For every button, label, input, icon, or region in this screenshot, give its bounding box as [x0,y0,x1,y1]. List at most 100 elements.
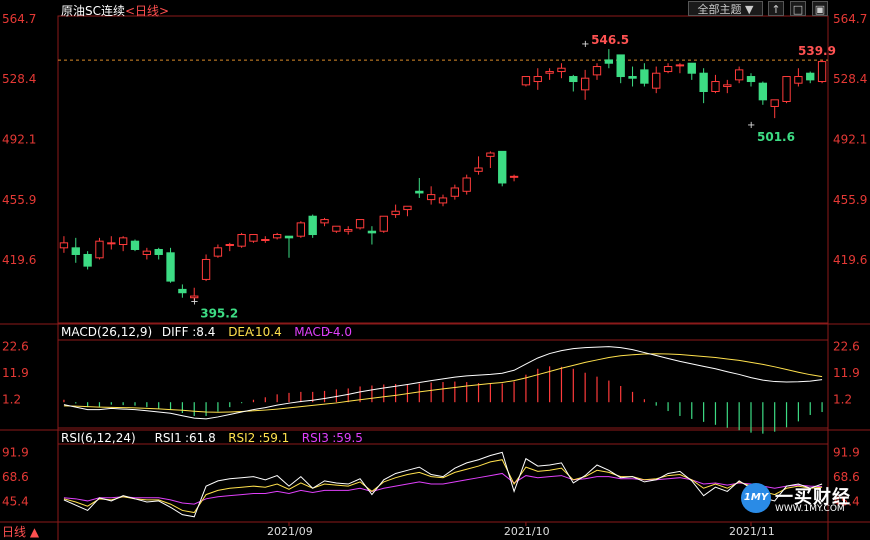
period-label[interactable]: <日线> [125,4,170,18]
candle-body [533,76,542,83]
candle-body [296,222,306,237]
candle-body [59,242,69,249]
candle-body [640,69,649,84]
candle-body [450,187,460,197]
candle-body [403,205,412,211]
candle-body [521,76,531,86]
price-tick-label-right: 455.9 [833,193,867,207]
macd-legend-name: DEA [228,325,254,339]
annotation-marker: + [190,297,198,308]
candle-body [675,64,685,67]
candle-body [580,77,590,91]
candle-body [415,190,424,194]
theme-dropdown[interactable]: 全部主题 ▼ [688,1,763,16]
rsi-legend-name: RSI3 [302,431,329,445]
macd-legend-colon: : [325,325,329,339]
price-tick-label-left: 455.9 [2,193,36,207]
candle-body [486,152,495,157]
candle-body [806,72,815,81]
watermark-name: 一买财经 [775,487,851,508]
candle-body [320,219,329,224]
rsi-legend-value: 59.1 [263,431,290,445]
macd-legend-title: MACD(26,12,9) [61,325,152,339]
candle-body [663,66,673,73]
candle-body [770,99,779,107]
x-axis-date-label: 2021/10 [504,525,550,538]
candle-body [95,240,104,259]
candle-body [758,82,768,101]
candle-body [201,258,211,280]
rsi-legend-name: RSI1 [155,431,182,445]
candle-body [746,76,756,83]
price-tick-label-left: 564.7 [2,12,36,26]
window-icon[interactable]: □ [790,1,806,16]
candle-body [166,252,175,282]
candle-body [130,240,140,250]
candle-body [213,247,223,257]
close-icon[interactable]: ▣ [812,1,828,16]
price-tick-label-left: 419.6 [2,253,36,267]
price-tick-label-left: 528.4 [2,72,36,86]
candle-body [190,295,199,299]
candle-body [107,242,116,245]
candle-body [616,54,625,78]
macd-tick-label-right: 1.2 [833,392,852,406]
rsi1-line [63,451,823,518]
instrument-title: 原油SC连续 [61,4,125,18]
candle-body [557,67,566,73]
macd-tick-label-right: 22.6 [833,340,860,354]
candle-body [118,237,128,246]
candle-body [498,150,507,184]
candle-body [545,71,554,74]
candle-body [438,197,448,204]
candle-body [142,250,152,255]
macd-tick-label-left: 22.6 [2,340,29,354]
candle-body [687,62,696,74]
rsi-legend-colon: : [185,431,189,445]
rsi-tick-label-right: 91.9 [833,445,860,459]
candle-body [782,76,791,102]
price-tick-label-right: 564.7 [833,12,867,26]
macd-tick-label-right: 11.9 [833,366,860,380]
rsi3-line [63,472,823,505]
candle-body [284,235,294,239]
candle-body [83,253,92,267]
macd-tick-label-left: 1.2 [2,392,21,406]
candle-body [332,225,341,232]
rsi-tick-label-right: 45.4 [833,495,860,509]
candle-body [628,76,637,79]
period-switch-button[interactable]: 日线 ▲ [2,525,40,539]
rsi-legend-colon: : [332,431,336,445]
macd-legend-value: 10.4 [255,325,282,339]
rsi-tick-label-left: 45.4 [2,495,29,509]
candle-body [426,194,436,201]
candle-body [355,219,365,229]
annotation-label: 395.2 [200,307,238,321]
candle-body [225,244,234,247]
rsi-legend-name: RSI2 [228,431,255,445]
macd-legend-colon: : [251,325,255,339]
candle-body [249,234,258,242]
candle-body [178,288,187,294]
candle-body [817,61,827,83]
macd-legend-value: -4.0 [329,325,352,339]
arrow-up-icon[interactable]: ↑ [768,1,784,16]
chevron-down-icon: ▼ [745,3,754,16]
annotation-marker: + [581,39,589,50]
price-tick-label-right: 492.1 [833,133,867,147]
price-tick-label-right: 528.4 [833,72,867,86]
rsi-tick-label-right: 68.6 [833,470,860,484]
candle-body [344,229,353,232]
annotation-label: 501.6 [757,130,795,144]
candle-body [509,175,519,178]
candle-body [794,76,803,84]
candle-body [723,84,732,88]
annotation-label: 546.5 [591,33,629,47]
x-axis-date-label: 2021/11 [729,525,775,538]
watermark-url: WWW.1MY.COM [775,504,845,514]
dea-line [63,353,823,413]
candle-body [569,76,578,83]
rsi-legend-value: 61.8 [189,431,216,445]
candle-body [592,66,602,76]
